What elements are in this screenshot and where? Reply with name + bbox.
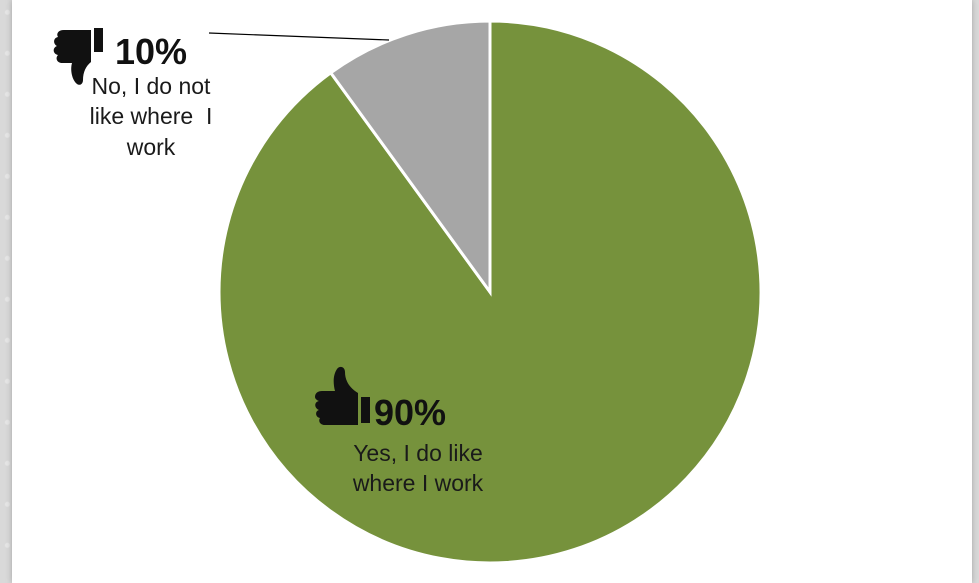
slice-label-line: Yes, I do like <box>353 440 483 466</box>
thumbs-down-icon <box>53 28 103 85</box>
slice-label-line: where I work <box>352 470 484 496</box>
slice-label-line: No, I do not <box>92 73 212 99</box>
pie-slice <box>328 19 492 297</box>
pie-chart: 10% No, I do not like where I work 90% Y… <box>53 19 763 565</box>
leader-line <box>208 32 390 41</box>
slice-percent-label: 10% <box>115 31 187 72</box>
slice-label-line: like where I <box>90 103 213 129</box>
chart-panel: 10% No, I do not like where I work 90% Y… <box>12 0 972 583</box>
thumbs-up-icon <box>315 366 370 425</box>
slice-label-line: work <box>126 134 176 160</box>
slice-percent-label: 90% <box>374 392 446 433</box>
